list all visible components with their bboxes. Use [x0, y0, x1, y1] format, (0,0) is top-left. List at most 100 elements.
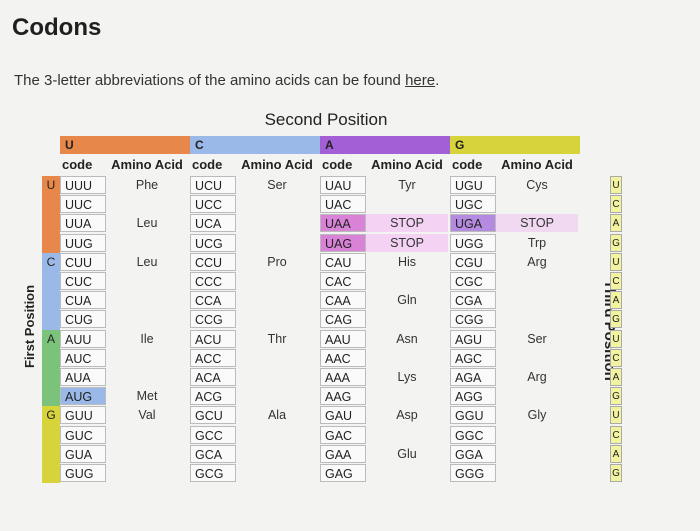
codon-cell: AGC	[450, 348, 496, 367]
codon-cell: CCA	[190, 291, 236, 310]
codon-cell: AGG	[450, 387, 496, 406]
amino-acid-label: Ser	[267, 178, 287, 192]
code-header: code	[452, 157, 483, 172]
amino-acid-header: Amino Acid	[111, 157, 183, 172]
codon-cell: GUG	[60, 464, 106, 482]
amino-acid-label: Phe	[135, 178, 159, 192]
intro-text: The 3-letter abbreviations of the amino …	[14, 72, 439, 89]
codon-table: Second Position First Position Third Pos…	[22, 110, 622, 484]
amino-acid-label: Gly	[527, 408, 547, 423]
here-link[interactable]: here	[405, 72, 436, 89]
first-position-g-bar: G	[42, 406, 60, 484]
second-position-label: Second Position	[264, 110, 388, 129]
codon-cell: GUU	[60, 406, 106, 425]
codon-cell: CUC	[60, 272, 106, 290]
second-position-u-header: U	[60, 136, 190, 154]
codon-cell: CGC	[450, 272, 496, 290]
third-position-letter: C	[610, 195, 622, 214]
codon-cell: UAG	[320, 233, 366, 252]
amino-acid-label: Val	[138, 408, 156, 423]
amino-acid-label: Ile	[140, 331, 154, 346]
third-position-letter: U	[610, 329, 622, 348]
codon-cell: CCU	[190, 252, 236, 271]
code-header: code	[62, 157, 93, 172]
third-position-letter: U	[610, 252, 622, 271]
codon-cell: UGC	[450, 195, 496, 214]
amino-acid-label: Asp	[396, 408, 418, 423]
codon-cell: UAC	[320, 195, 366, 214]
second-position-a-header: A	[320, 136, 450, 154]
codon-cell: GCU	[190, 406, 236, 425]
amino-acid-header: Amino Acid	[501, 157, 573, 172]
codon-cell: AAC	[320, 348, 366, 367]
codon-cell: GAG	[320, 464, 366, 482]
first-position-g-label: G	[46, 408, 56, 423]
amino-acid-header: Amino Acid	[371, 157, 443, 172]
codon-cell: UUU	[60, 176, 106, 194]
codon-cell: CAA	[320, 291, 366, 310]
codon-cell: CCG	[190, 310, 236, 329]
codon-cell: CGA	[450, 291, 496, 310]
first-position-u-label: U	[46, 178, 56, 192]
amino-acid-label: Lys	[397, 370, 417, 384]
codon-cell: GCA	[190, 444, 236, 463]
first-position-u-bar: U	[42, 176, 60, 253]
codon-cell: GAC	[320, 425, 366, 444]
codon-cell: AUU	[60, 329, 106, 348]
codon-cell: ACU	[190, 329, 236, 348]
codon-cell: GCC	[190, 425, 236, 444]
codon-cell: GGC	[450, 425, 496, 444]
codon-cell: AUA	[60, 368, 106, 386]
amino-acid-label: Ala	[267, 408, 287, 423]
codon-cell: GUA	[60, 444, 106, 463]
codon-cell: AGU	[450, 329, 496, 348]
codon-cell: UUG	[60, 233, 106, 252]
amino-acid-label: Arg	[527, 370, 547, 384]
first-position-c-bar: C	[42, 252, 60, 330]
codon-cell: CAU	[320, 252, 366, 271]
codon-cell: UAA	[320, 214, 366, 233]
codon-cell: CUU	[60, 252, 106, 271]
third-position-letter: G	[610, 387, 622, 406]
codon-cell: UCU	[190, 176, 236, 194]
first-position-a-bar: A	[42, 329, 60, 407]
amino-acid-label: Ser	[527, 331, 547, 346]
codon-cell: GGU	[450, 406, 496, 425]
third-position-letter: C	[610, 425, 622, 444]
code-header: code	[322, 157, 353, 172]
codon-cell: UCA	[190, 214, 236, 233]
amino-acid-label: STOP	[366, 233, 448, 252]
third-position-letter: G	[610, 233, 622, 252]
page-title: Codons	[12, 14, 102, 41]
codon-cell: GCG	[190, 464, 236, 482]
codon-cell: ACG	[190, 387, 236, 406]
code-header: code	[192, 157, 223, 172]
codon-cell: UCC	[190, 195, 236, 214]
third-position-letter: G	[610, 310, 622, 329]
codon-cell: CUG	[60, 310, 106, 329]
intro-sentence: The 3-letter abbreviations of the amino …	[14, 72, 406, 89]
codon-cell: AUC	[60, 348, 106, 367]
amino-acid-label: Thr	[267, 331, 287, 346]
third-position-letter: G	[610, 464, 622, 482]
second-position-c-header: C	[190, 136, 320, 154]
third-position-letter: A	[610, 291, 622, 310]
codon-cell: UUC	[60, 195, 106, 214]
third-position-letter: U	[610, 176, 622, 194]
amino-acid-label: Leu	[136, 216, 158, 231]
third-position-letter: A	[610, 368, 622, 386]
amino-acid-label: Pro	[267, 254, 287, 269]
codon-cell: UCG	[190, 233, 236, 252]
codon-cell: CAC	[320, 272, 366, 290]
amino-acid-label: Asn	[396, 331, 418, 346]
codon-cell: ACC	[190, 348, 236, 367]
codon-cell: CGG	[450, 310, 496, 329]
first-position-label: First Position	[22, 284, 37, 368]
codon-cell: ACA	[190, 368, 236, 386]
codon-cell: AAG	[320, 387, 366, 406]
codon-cell: GAU	[320, 406, 366, 425]
codon-cell: UAU	[320, 176, 366, 194]
codon-cell: AAA	[320, 368, 366, 386]
third-position-letter: A	[610, 214, 622, 233]
